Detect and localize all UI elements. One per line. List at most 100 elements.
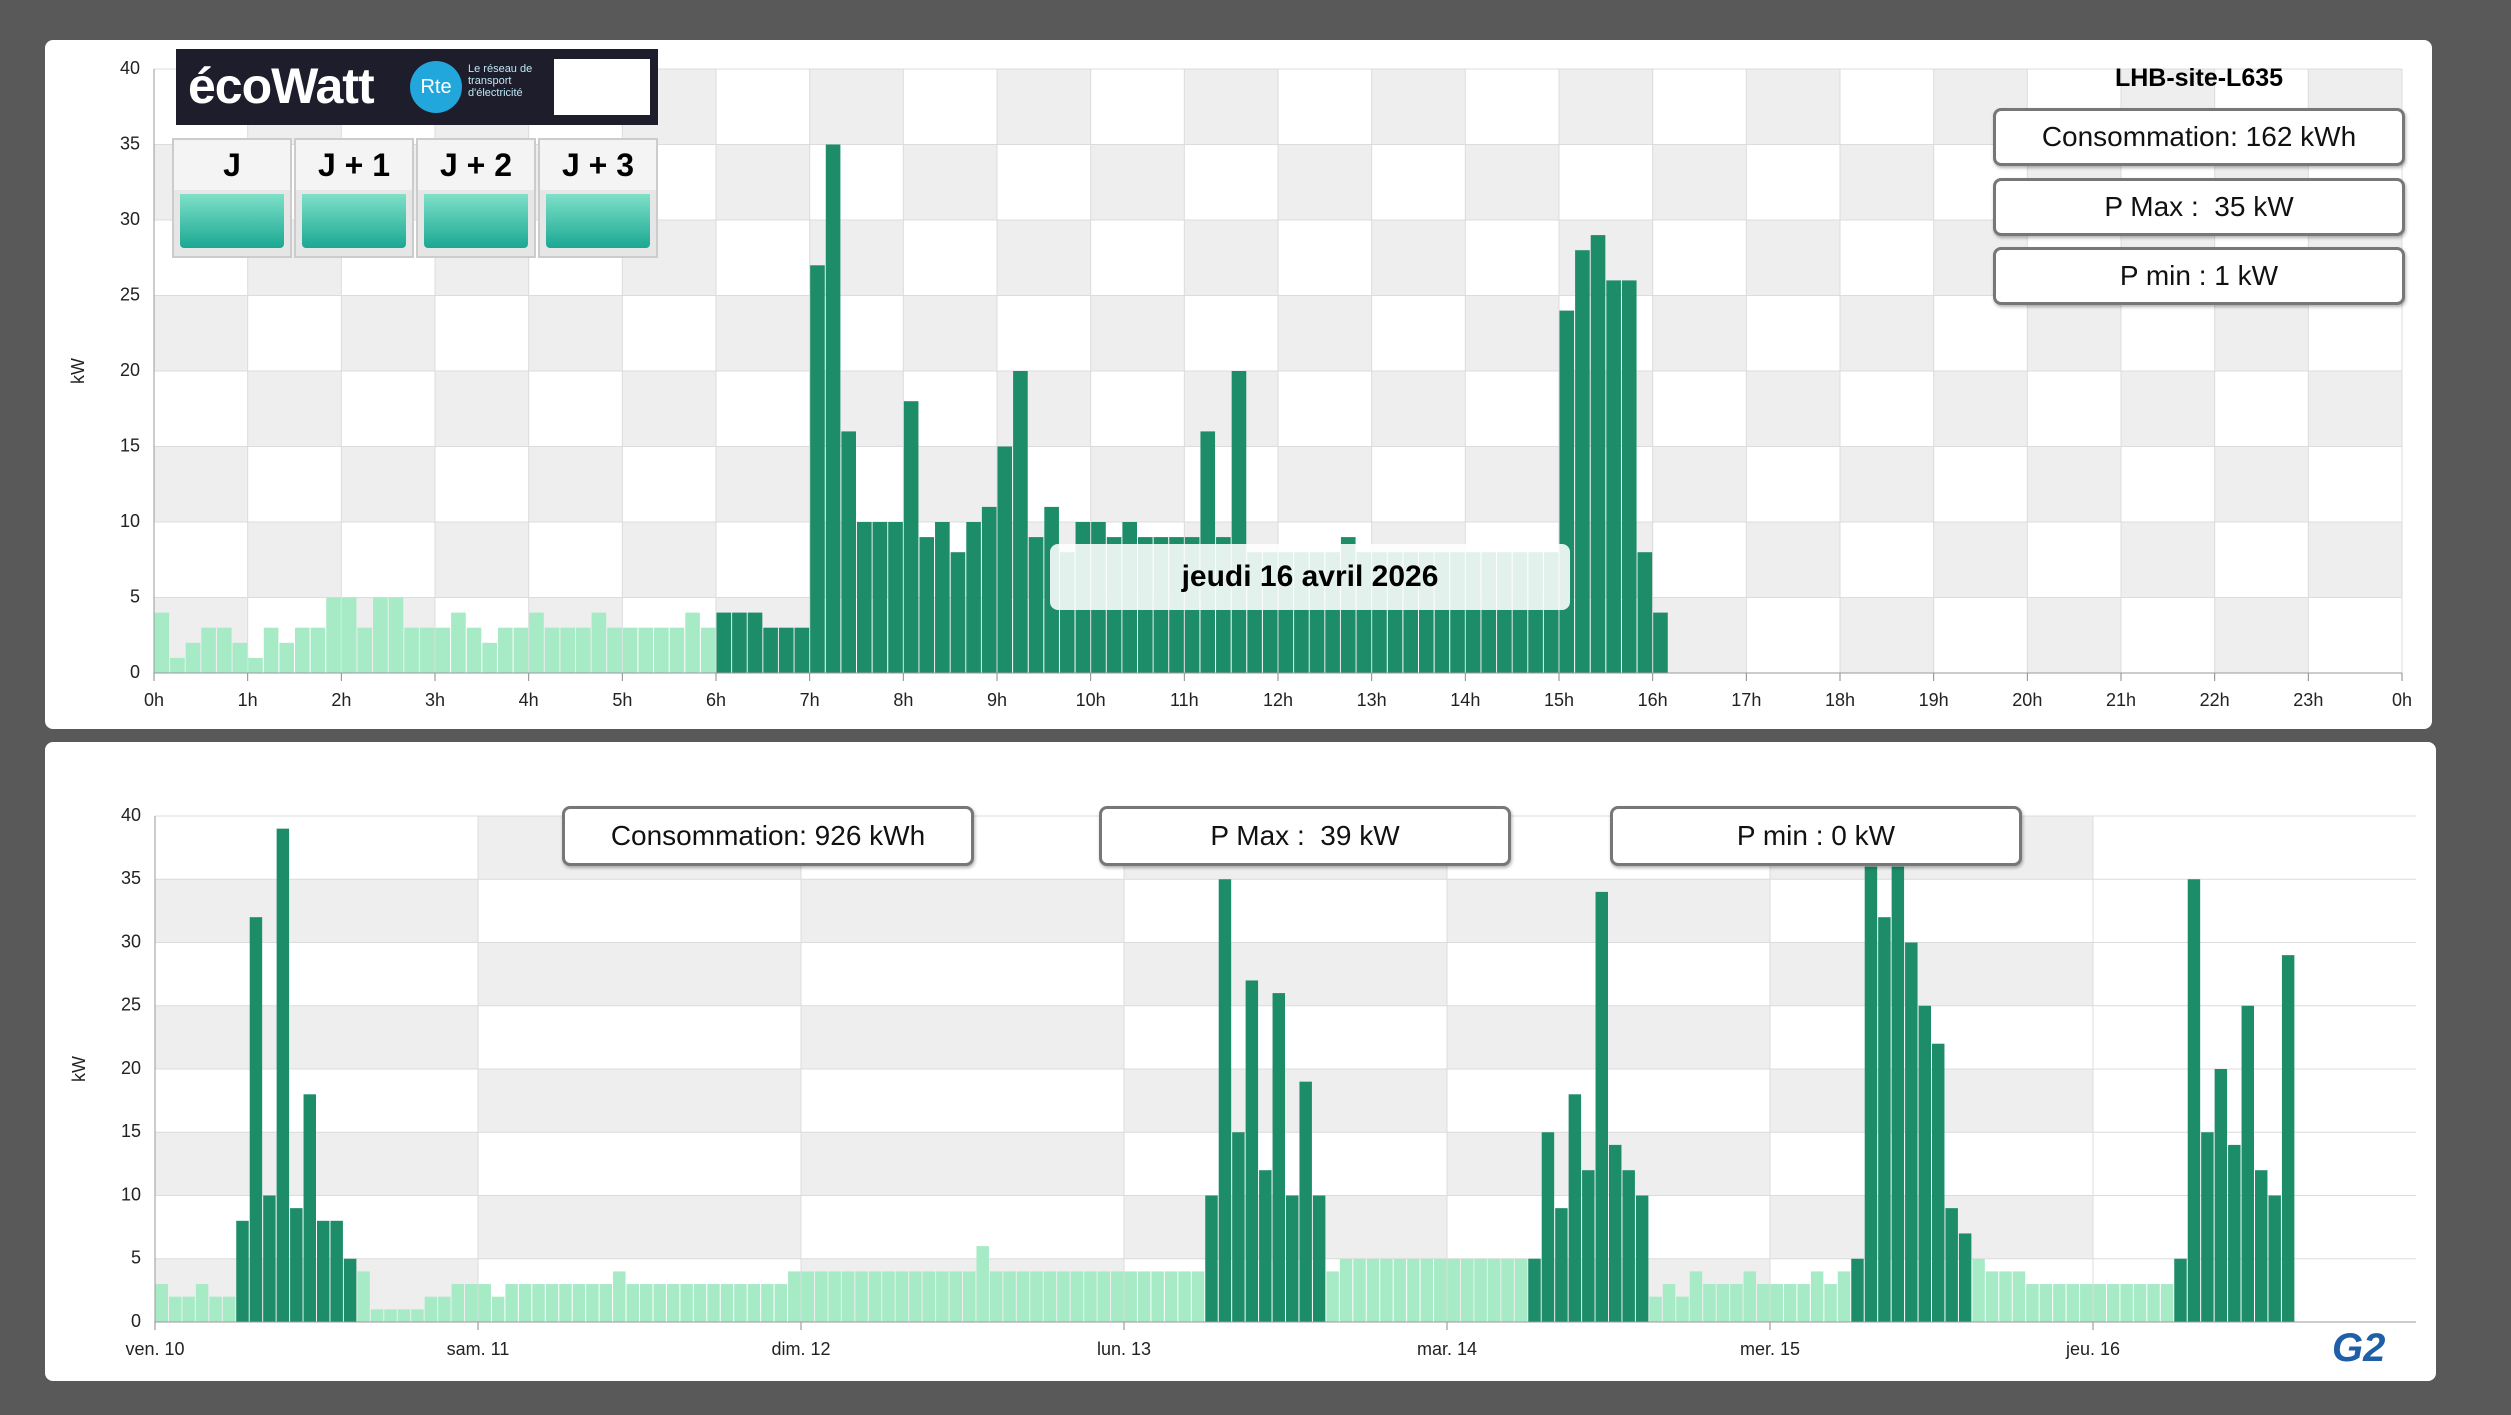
grid-cell [801,1132,1124,1196]
x-tick-label: 14h [1450,690,1480,710]
bar [607,627,622,673]
grid-cell [2308,371,2402,447]
bar [1286,1195,1299,1322]
grid-cell [154,371,248,447]
bar [700,627,716,673]
grid-cell [801,1069,1124,1133]
day-label: J [174,140,290,190]
bar [232,642,248,673]
grid-cell [1770,1132,2093,1196]
x-tick-label: mer. 15 [1740,1339,1800,1359]
bar [1434,1258,1447,1322]
grid-cell [2121,522,2215,598]
bar [1622,1170,1635,1322]
grid-cell [1559,69,1653,145]
bar [1783,1284,1797,1322]
bar [1851,1258,1864,1322]
bar [1637,552,1653,673]
bar [1353,1258,1366,1322]
grid-cell [247,522,342,598]
x-tick-label: mar. 14 [1417,1339,1477,1359]
bar [1595,891,1608,1322]
bar [1905,942,1918,1322]
grid-cell [1278,69,1372,145]
x-tick-label: 6h [706,690,726,710]
bar [263,1195,276,1322]
grid-cell [903,446,997,522]
stat-box: P min : 1 kW [1993,247,2405,305]
grid-cell [716,69,810,145]
x-tick-label: 13h [1357,690,1387,710]
grid-cell [1559,295,1653,371]
bar [1932,1043,1945,1322]
bar [1985,1271,1999,1322]
bar [888,522,903,673]
y-tick-label: 0 [130,662,140,682]
grid-cell [809,597,904,673]
grid-cell [997,597,1091,673]
bar [1487,1258,1501,1322]
bar [794,627,810,673]
y-tick-label: 25 [121,995,141,1015]
grid-cell [1559,522,1653,598]
grid-cell [154,295,248,371]
grid-cell [155,1195,478,1259]
grid-cell [1090,597,1185,673]
grid-cell [997,69,1091,145]
bar [1606,280,1621,673]
bar [1380,1258,1393,1322]
y-axis-label: kW [68,358,88,384]
bar [1326,1271,1339,1322]
bar [435,627,451,673]
bar [1703,1284,1716,1322]
grid-cell [478,879,801,943]
bar [919,537,935,673]
bar [1716,1284,1730,1322]
grid-cell [1184,144,1278,220]
bar [343,1258,357,1322]
grid-cell [622,522,716,598]
bar [841,431,856,673]
bar [2106,1284,2120,1322]
grid-cell [478,1258,801,1322]
y-tick-label: 5 [131,1248,141,1268]
y-tick-label: 15 [121,1121,141,1141]
stat-box: Consommation: 162 kWh [1993,108,2405,166]
grid-cell [622,597,716,673]
grid-cell [716,220,810,296]
bar [1797,1284,1810,1322]
grid-cell [1770,1258,2093,1322]
grid-cell [528,522,623,598]
grid-cell [155,1258,478,1322]
bar [814,1271,828,1322]
grid-cell [1090,69,1185,145]
day-box: J + 2 [416,138,536,258]
bar [249,917,263,1322]
grid-cell [2027,446,2121,522]
bar [788,1271,801,1322]
bar [532,1284,545,1322]
grid-cell [478,1005,801,1069]
grid-cell [1559,597,1653,673]
bar [895,1271,909,1322]
bar [1878,917,1891,1322]
bar [2012,1271,2026,1322]
grid-cell [155,1132,478,1196]
bar [2026,1284,2039,1322]
bar [544,627,560,673]
bar [825,144,841,673]
bar [1730,1284,1743,1322]
grid-cell [1465,69,1559,145]
bar [559,1284,572,1322]
grid-cell [1124,1132,1447,1196]
grid-cell [1090,220,1185,296]
bar [613,1271,626,1322]
g2-logo: G2 [2332,1326,2386,1370]
ecowatt-logo: écoWatt [188,58,375,114]
grid-cell [2121,371,2215,447]
bar [397,1309,411,1322]
bar [2120,1284,2133,1322]
bar [279,642,294,673]
x-tick-label: 11h [1170,690,1199,710]
